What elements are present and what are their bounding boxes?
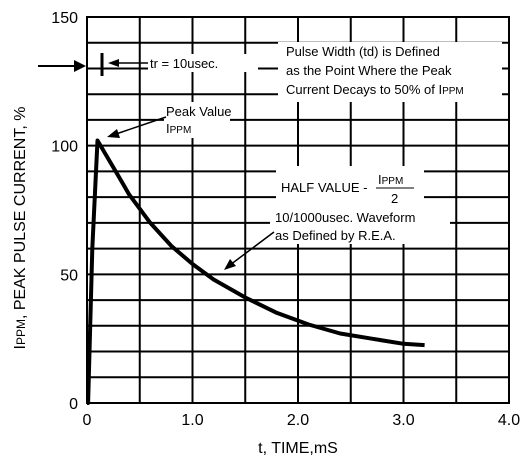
half-value-sub: PPM — [382, 176, 404, 187]
peak-arrowhead — [107, 129, 120, 138]
peak-label-i: I — [166, 121, 170, 136]
peak-arrow-line — [115, 116, 167, 135]
waveform-curve — [86, 138, 425, 405]
peak-label-bg — [164, 102, 230, 138]
y-axis-label: IPPM, PEAK PULSE CURRENT, % — [12, 107, 29, 350]
peak-label-line-2: IPPM — [166, 121, 191, 136]
tr-label-bg — [148, 54, 258, 72]
y-tick-label: 0 — [69, 396, 78, 413]
y-tick-label: 150 — [51, 10, 78, 27]
waveform-arrowhead — [224, 259, 236, 270]
pulse-width-bg — [278, 42, 502, 102]
left-arrowhead — [74, 60, 86, 72]
y-axis-label-sub: PPM — [14, 319, 28, 345]
pulse-width-ippm-sub: PPM — [442, 86, 464, 97]
axis-ticks: 0 1.0 2.0 3.0 4.0 0 50 100 150 — [51, 10, 520, 429]
peak-label-sub: PPM — [170, 125, 192, 136]
waveform-arrow-line — [229, 231, 275, 266]
y-tick-label: 50 — [60, 267, 78, 284]
waveform-label-bg — [270, 208, 450, 244]
half-value-numerator: IPPM — [378, 172, 403, 187]
peak-label-line-1: Peak Value — [166, 104, 232, 119]
x-tick-label: 4.0 — [498, 412, 520, 429]
y-axis-label-i: I — [12, 345, 29, 349]
waveform-line-1: 10/1000usec. Waveform — [275, 210, 415, 225]
y-axis-label-rest: , PEAK PULSE CURRENT, % — [12, 107, 29, 320]
pulse-width-line-3-text: Current Decays to 50% of I — [286, 82, 442, 97]
x-tick-label: 3.0 — [392, 412, 414, 429]
pulse-width-line-3: Current Decays to 50% of IPPM — [286, 82, 464, 97]
waveform-line-2: as Defined by R.E.A. — [275, 228, 396, 243]
x-tick-label: 2.0 — [287, 412, 309, 429]
tr-label: tr = 10usec. — [150, 56, 218, 71]
x-tick-label: 0 — [83, 412, 92, 429]
plot-frame — [86, 16, 510, 404]
y-tick-label: 100 — [51, 139, 78, 156]
pulse-width-line-2: as the Point Where the Peak — [286, 63, 452, 78]
x-tick-label: 1.0 — [181, 412, 203, 429]
tr-arrowhead — [108, 59, 119, 67]
half-value-i: I — [378, 172, 382, 187]
half-value-prefix: HALF VALUE - — [281, 180, 367, 195]
x-axis-label: t, TIME,mS — [258, 440, 338, 457]
half-value-denominator: 2 — [391, 191, 398, 206]
pulse-width-line-1: Pulse Width (td) is Defined — [286, 44, 440, 59]
